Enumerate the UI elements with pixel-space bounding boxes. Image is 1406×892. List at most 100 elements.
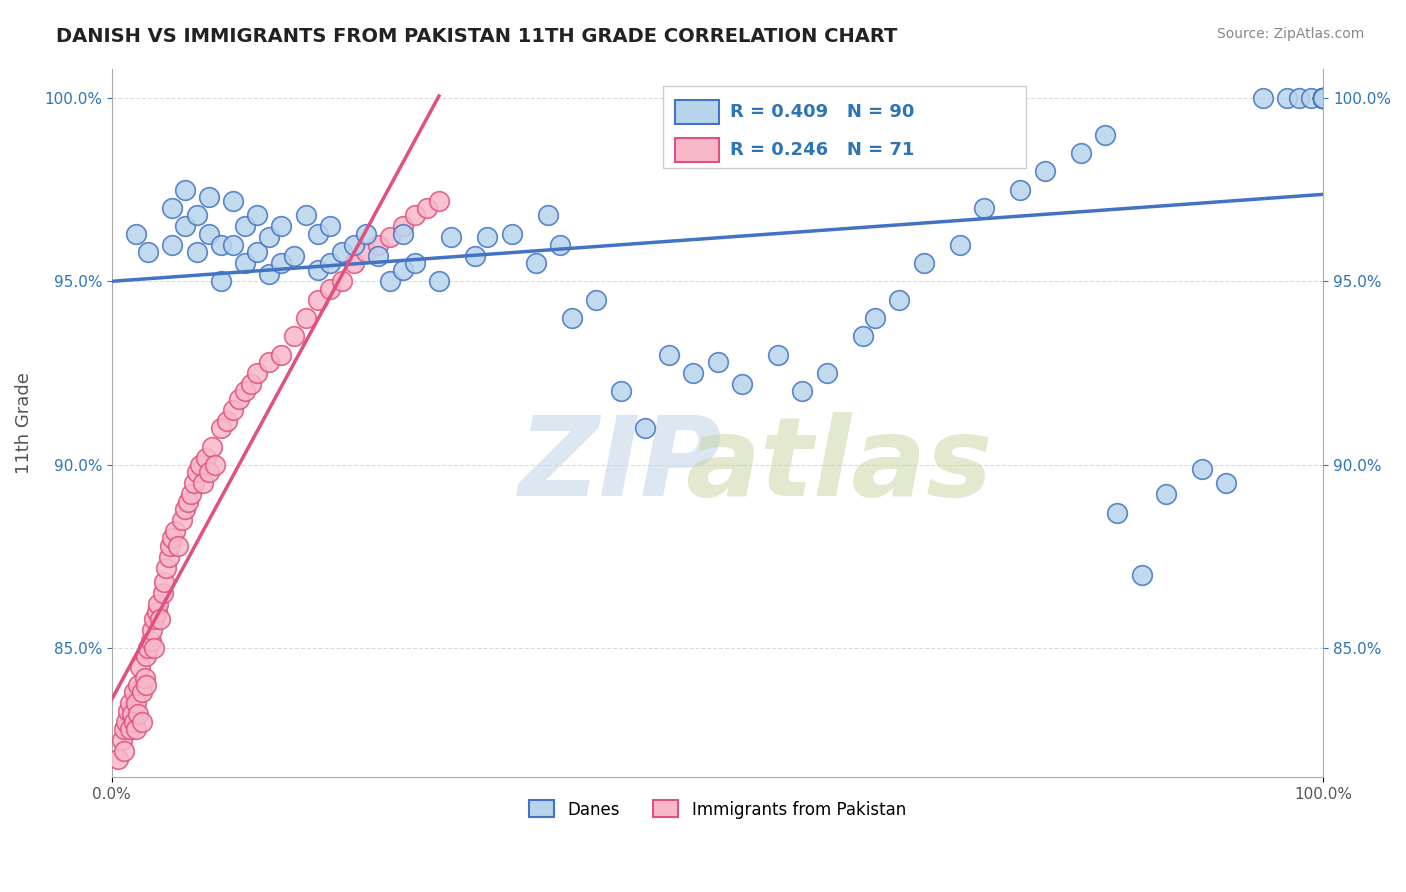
Point: [1312, 91, 1334, 105]
Point: [283, 249, 305, 263]
Point: [209, 237, 232, 252]
Point: [122, 685, 145, 699]
Point: [1094, 128, 1116, 142]
Point: [162, 201, 184, 215]
Point: [1215, 476, 1237, 491]
Point: [173, 219, 195, 234]
Point: [1130, 568, 1153, 582]
Point: [319, 282, 342, 296]
Point: [1288, 91, 1310, 105]
Point: [145, 605, 167, 619]
Point: [1312, 91, 1334, 105]
Point: [197, 465, 219, 479]
Point: [246, 208, 269, 222]
Point: [706, 355, 728, 369]
Point: [188, 458, 211, 472]
Point: [307, 227, 329, 241]
FancyBboxPatch shape: [664, 87, 1026, 168]
Point: [117, 704, 139, 718]
Point: [180, 487, 202, 501]
Point: [121, 707, 143, 722]
Point: [135, 648, 157, 663]
Point: [949, 237, 972, 252]
Point: [125, 697, 148, 711]
Point: [163, 524, 186, 538]
Point: [464, 249, 486, 263]
Point: [270, 256, 292, 270]
Point: [367, 249, 389, 263]
Point: [1010, 183, 1032, 197]
Point: [1033, 164, 1056, 178]
Point: [1312, 91, 1334, 105]
FancyBboxPatch shape: [675, 138, 718, 162]
Point: [319, 256, 342, 270]
Point: [215, 414, 238, 428]
Point: [118, 697, 141, 711]
Point: [537, 208, 560, 222]
Point: [307, 293, 329, 307]
Point: [1251, 91, 1274, 105]
Point: [172, 513, 194, 527]
Point: [1154, 487, 1177, 501]
Point: [889, 293, 911, 307]
Point: [1312, 91, 1334, 105]
Point: [195, 450, 218, 465]
Point: [1070, 145, 1092, 160]
Point: [122, 714, 145, 729]
Point: [609, 384, 631, 399]
Point: [186, 245, 208, 260]
Point: [112, 744, 135, 758]
Point: [173, 183, 195, 197]
Point: [127, 678, 149, 692]
Point: [1312, 91, 1334, 105]
Point: [204, 458, 226, 472]
Point: [233, 384, 256, 399]
Point: [270, 348, 292, 362]
Point: [766, 348, 789, 362]
Point: [125, 227, 148, 241]
Point: [330, 245, 353, 260]
Point: [209, 274, 232, 288]
Point: [127, 707, 149, 722]
Point: [912, 256, 935, 270]
Text: R = 0.246   N = 71: R = 0.246 N = 71: [730, 141, 914, 159]
Point: [149, 612, 172, 626]
Point: [240, 377, 263, 392]
Point: [1312, 91, 1334, 105]
Point: [330, 274, 353, 288]
Point: [155, 560, 177, 574]
Point: [143, 641, 166, 656]
Point: [634, 421, 657, 435]
Point: [110, 733, 132, 747]
Point: [391, 263, 413, 277]
Point: [222, 194, 245, 208]
Point: [354, 245, 377, 260]
Point: [1312, 91, 1334, 105]
Point: [1312, 91, 1334, 105]
Point: [209, 421, 232, 435]
Point: [157, 549, 180, 564]
Point: [259, 355, 281, 369]
Point: [139, 634, 162, 648]
Point: [222, 402, 245, 417]
Point: [815, 366, 838, 380]
Point: [186, 208, 208, 222]
Point: [136, 641, 159, 656]
Point: [1275, 91, 1298, 105]
Point: [1312, 91, 1334, 105]
Text: ZIP: ZIP: [519, 412, 723, 518]
Point: [792, 384, 814, 399]
Point: [112, 722, 135, 736]
Point: [146, 598, 169, 612]
Point: [852, 329, 875, 343]
Point: [1312, 91, 1334, 105]
Point: [162, 531, 184, 545]
Point: [197, 227, 219, 241]
Point: [233, 256, 256, 270]
Point: [380, 230, 402, 244]
Point: [222, 237, 245, 252]
Point: [197, 190, 219, 204]
Point: [118, 722, 141, 736]
Point: [973, 201, 995, 215]
Point: [319, 219, 342, 234]
